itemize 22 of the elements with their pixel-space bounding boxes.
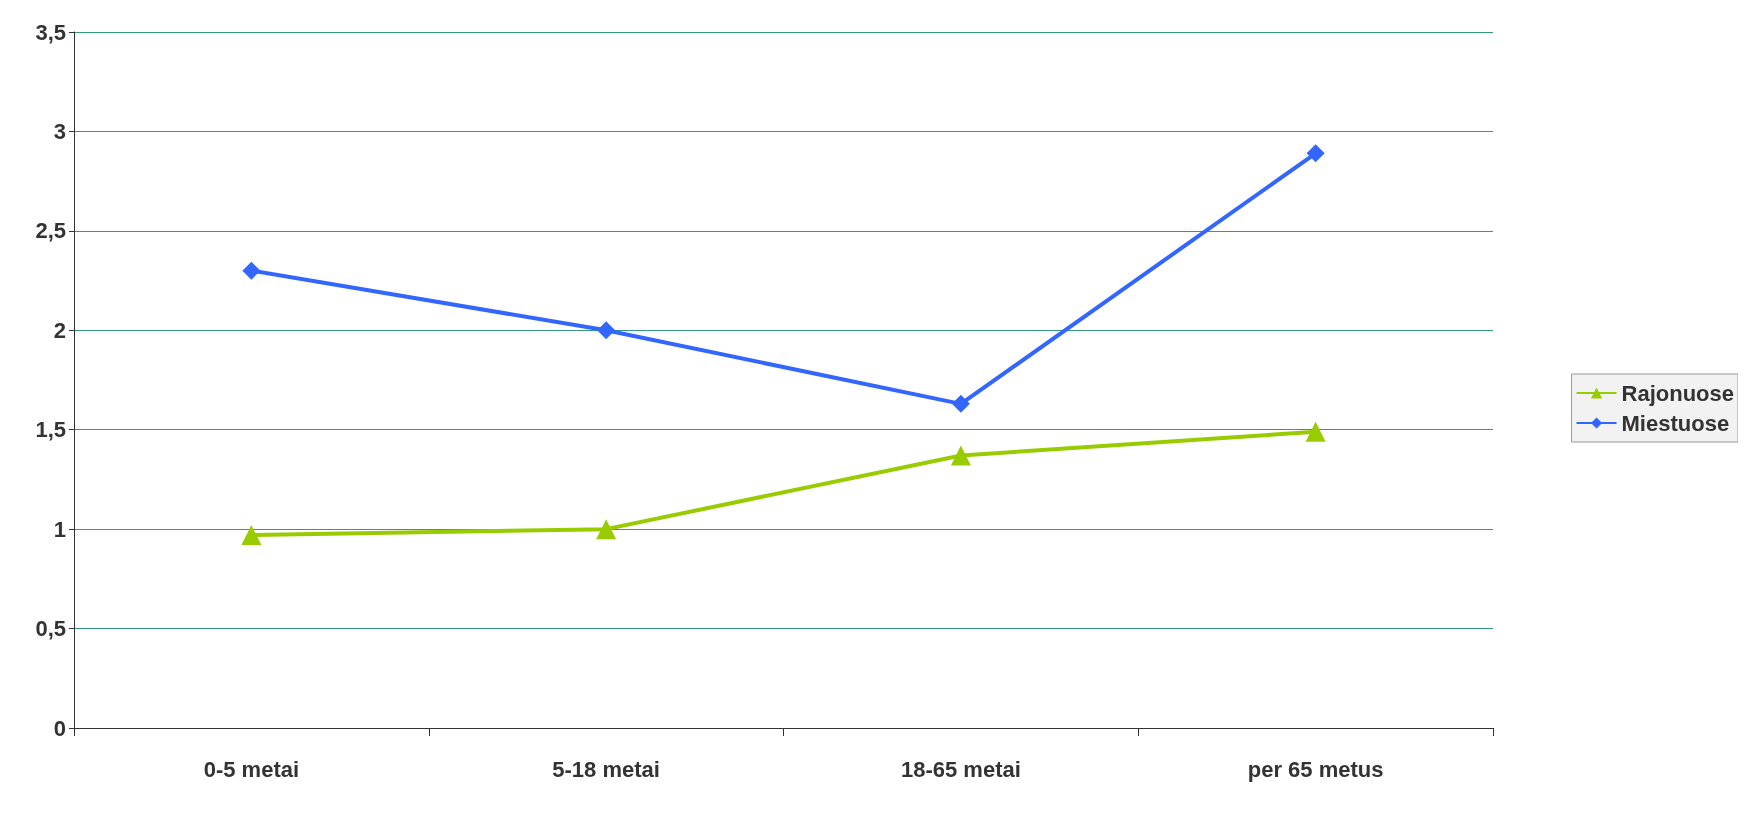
x-tick-label: 0-5 metai [203,756,300,782]
point [950,445,971,466]
y-tick-label: 1,5 [35,417,66,443]
legend-label: Miestuose [1621,410,1730,436]
y-tick-label: 1 [53,516,66,542]
legend-label: Rajonuose [1621,380,1735,406]
point [242,261,261,280]
x-tick-label: per 65 metus [1247,756,1384,782]
point [1305,421,1326,442]
point [951,394,970,413]
y-tick-label: 0,5 [35,616,66,642]
point [241,525,262,546]
x-tick-label: 18-65 metai [900,756,1021,782]
y-tick-label: 3,5 [35,19,66,45]
y-tick-label: 0 [53,715,66,741]
x-tick-label: 5-18 metai [552,756,660,782]
y-tick-label: 2 [53,317,66,343]
y-tick-label: 3 [53,118,66,144]
point [596,519,617,540]
point [1306,144,1325,163]
point [597,321,616,340]
y-tick-label: 2,5 [35,218,66,244]
